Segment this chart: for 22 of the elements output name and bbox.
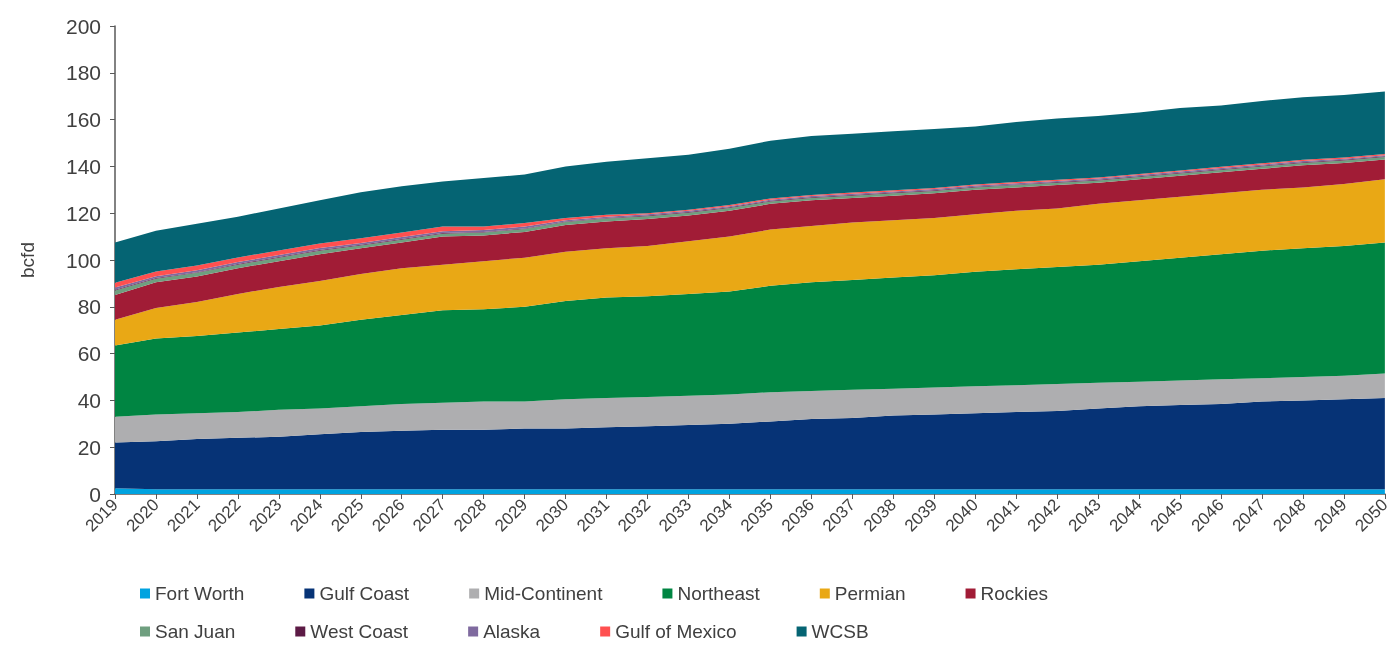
- y-tick-label: 40: [77, 388, 101, 412]
- legend-label: Permian: [834, 583, 906, 604]
- legend-label: San Juan: [155, 621, 236, 642]
- y-tick-label: 180: [65, 61, 101, 85]
- legend-label: Alaska: [483, 621, 541, 642]
- y-tick-label: 20: [77, 435, 101, 459]
- y-tick-label: 200: [65, 14, 101, 38]
- legend-label: Rockies: [980, 583, 1049, 604]
- legend-label: WCSB: [811, 621, 869, 642]
- y-tick-label: 100: [65, 248, 101, 272]
- legend-label: Gulf Coast: [319, 583, 410, 604]
- legend-label: West Coast: [310, 621, 409, 642]
- y-axis-title: bcfd: [17, 242, 38, 278]
- y-tick-label: 160: [65, 108, 101, 132]
- legend-label: Fort Worth: [155, 583, 245, 604]
- y-tick-label: 80: [77, 295, 101, 319]
- legend-label: Mid-Continent: [484, 583, 604, 604]
- legend-label: Gulf of Mexico: [615, 621, 737, 642]
- legend-label: Northeast: [677, 583, 761, 604]
- y-tick-label: 60: [77, 342, 101, 366]
- y-tick-label: 120: [65, 201, 101, 225]
- y-tick-label: 140: [65, 154, 101, 178]
